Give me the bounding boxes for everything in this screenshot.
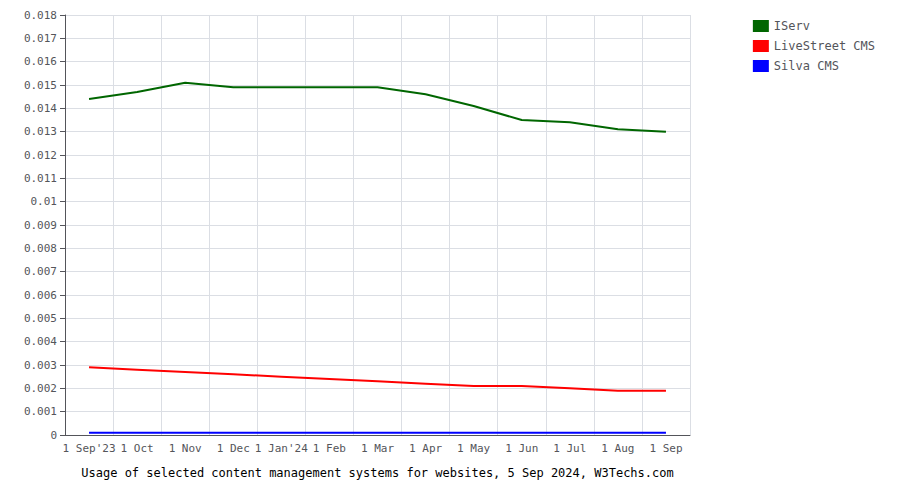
svg-text:1 Sep'23: 1 Sep'23 (63, 442, 116, 455)
svg-text:0.007: 0.007 (24, 265, 57, 278)
svg-text:1 May: 1 May (457, 442, 490, 455)
svg-text:0.014: 0.014 (24, 102, 57, 115)
svg-text:0.003: 0.003 (24, 359, 57, 372)
svg-text:1 Jun: 1 Jun (505, 442, 538, 455)
svg-text:0.017: 0.017 (24, 32, 57, 45)
svg-text:0.009: 0.009 (24, 219, 57, 232)
svg-text:0.013: 0.013 (24, 125, 57, 138)
svg-text:0.008: 0.008 (24, 242, 57, 255)
svg-text:0.016: 0.016 (24, 55, 57, 68)
svg-text:1 Sep: 1 Sep (649, 442, 682, 455)
svg-text:0.01: 0.01 (31, 195, 58, 208)
svg-text:0.015: 0.015 (24, 79, 57, 92)
svg-text:1 Feb: 1 Feb (313, 442, 346, 455)
svg-text:1 Nov: 1 Nov (169, 442, 202, 455)
svg-text:1 Apr: 1 Apr (409, 442, 442, 455)
svg-text:1 Mar: 1 Mar (361, 442, 394, 455)
svg-text:0.001: 0.001 (24, 405, 57, 418)
svg-text:Usage of selected content mana: Usage of selected content management sys… (81, 466, 673, 480)
svg-text:0.018: 0.018 (24, 9, 57, 22)
svg-text:0.002: 0.002 (24, 382, 57, 395)
svg-text:IServ: IServ (774, 19, 810, 33)
svg-text:0.004: 0.004 (24, 335, 57, 348)
svg-text:1 Jul: 1 Jul (553, 442, 586, 455)
svg-text:LiveStreet CMS: LiveStreet CMS (774, 39, 875, 53)
svg-text:0: 0 (50, 429, 57, 442)
svg-text:0.005: 0.005 (24, 312, 57, 325)
svg-text:0.011: 0.011 (24, 172, 57, 185)
svg-text:1 Aug: 1 Aug (601, 442, 634, 455)
svg-text:0.006: 0.006 (24, 289, 57, 302)
svg-text:1 Dec: 1 Dec (217, 442, 250, 455)
svg-text:1 Jan'24: 1 Jan'24 (255, 442, 308, 455)
svg-text:0.012: 0.012 (24, 149, 57, 162)
svg-text:1 Oct: 1 Oct (121, 442, 154, 455)
svg-text:Silva CMS: Silva CMS (774, 59, 839, 73)
